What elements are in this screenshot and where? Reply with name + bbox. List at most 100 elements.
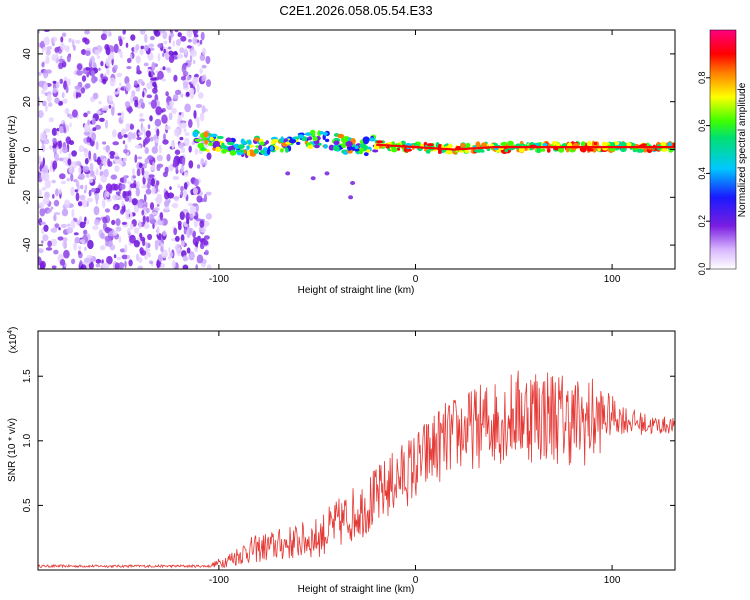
signal-blob [280,136,284,143]
x-tick-label: 0 [413,575,419,586]
noise-blob [95,124,101,130]
noise-blob [121,254,128,260]
noise-blob [76,70,83,76]
signal-blob [363,137,369,145]
spectrogram-ylabel: Frequency (Hz) [7,116,18,185]
noise-blob [42,100,47,107]
noise-blob [84,50,91,56]
signal-blob [518,147,525,153]
noise-blob [116,72,123,78]
noise-blob [150,99,157,109]
noise-blob [54,97,60,104]
colorbar-tick-label: 0.8 [697,72,707,85]
noise-blob [182,255,188,262]
noise-blob [129,223,134,230]
noise-blob [85,219,90,225]
noise-blob [180,93,184,98]
signal-blob [558,147,565,153]
noise-blob [157,254,163,263]
noise-blob [108,104,112,109]
signal-blob [425,149,431,154]
noise-blob [53,199,60,207]
noise-blob [157,236,162,241]
noise-blob [163,207,169,213]
signal-blob [359,143,367,148]
signal-blob [227,141,235,146]
noise-blob [152,81,157,87]
noise-blob [139,48,144,56]
noise-blob [57,236,64,241]
noise-blob [54,153,59,163]
noise-blob [84,184,88,192]
noise-blob [173,196,180,200]
noise-blob [196,83,200,93]
noise-blob [189,227,192,236]
noise-blob [64,108,70,115]
noise-blob [197,92,204,99]
snr-frame [37,330,676,571]
signal-blob [341,143,347,149]
y-tick-label: 40 [22,48,33,60]
noise-blob [180,190,184,198]
noise-blob [139,118,145,122]
noise-blob [131,198,138,206]
noise-blob [149,136,154,142]
signal-blob [426,143,434,147]
snr-ylabel: SNR (10 * v/v) [7,418,18,482]
noise-blob [65,124,70,132]
noise-blob [192,210,196,217]
noise-blob [124,196,130,202]
noise-blob [84,83,91,89]
noise-blob [184,132,190,137]
noise-blob [80,264,87,269]
noise-blob [193,178,199,187]
signal-blob [197,142,204,149]
noise-blob [162,52,165,57]
signal-blob [332,145,340,151]
noise-blob [157,43,163,48]
noise-blob [167,256,172,260]
noise-blob [167,46,172,50]
noise-blob [186,219,190,225]
noise-blob [125,211,130,220]
noise-blob [124,260,127,269]
signal-blob [581,148,586,153]
noise-blob [43,82,48,92]
noise-blob [166,153,171,162]
noise-blob [193,110,197,119]
signal-blob [610,142,616,148]
noise-blob [149,213,155,220]
noise-blob [38,155,42,165]
noise-blob [168,247,171,253]
noise-blob [195,204,199,213]
noise-blob [188,160,194,169]
noise-blob [188,202,193,207]
signal-blob [307,136,313,141]
noise-blob [135,187,140,197]
noise-blob [123,30,127,35]
noise-blob [175,39,181,46]
noise-blob [52,137,57,144]
noise-blob [127,131,134,141]
noise-blob [62,122,66,131]
signal-blob [354,148,360,152]
noise-blob [86,110,91,115]
noise-blob [59,173,66,180]
noise-blob [145,188,152,195]
noise-blob [42,197,50,205]
noise-blob [67,158,72,166]
signal-blob [310,129,316,135]
colorbar-tick-label: 0.0 [697,263,707,276]
noise-blob [60,36,64,43]
noise-blob [156,164,161,172]
noise-blob [186,45,192,49]
noise-blob [147,233,153,241]
x-tick-label: -100 [209,274,229,285]
signal-blob [246,145,250,151]
noise-blob [74,39,81,44]
signal-blob [637,148,644,153]
signal-blob [221,148,227,154]
noise-blob [103,157,107,167]
noise-blob [75,160,82,166]
signal-blob [552,140,557,146]
